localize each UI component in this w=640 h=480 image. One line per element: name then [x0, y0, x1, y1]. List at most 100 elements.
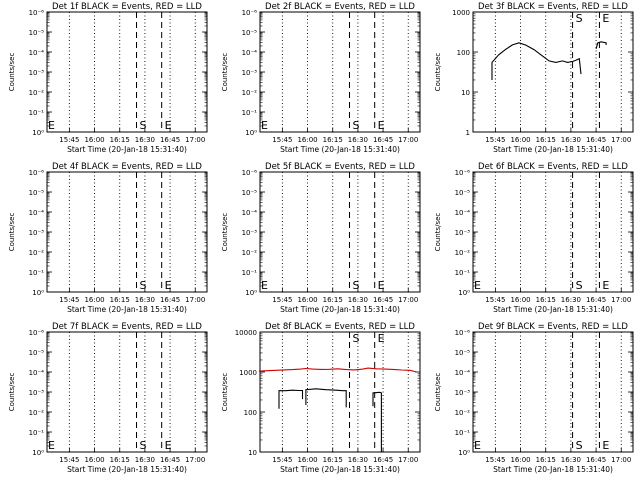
plot-frame — [472, 11, 634, 133]
x-axis-label: Start Time (20-Jan-18 15:31:40) — [67, 305, 187, 314]
y-tick-label: 10⁰ — [458, 449, 470, 457]
x-tick-label: 16:00 — [297, 456, 317, 464]
x-tick-label: 16:15 — [323, 456, 343, 464]
panel-title: Det 4f BLACK = Events, RED = LLD — [52, 162, 202, 172]
panel-9f: Det 9f BLACK = Events, RED = LLD 15:45 16:… — [434, 322, 634, 474]
y-tick-label: 10⁻¹ — [242, 109, 258, 117]
y-tick-label: 10⁻¹ — [29, 269, 45, 277]
y-tick-label: 10⁻² — [242, 89, 258, 97]
y-tick-label: 10⁻³ — [242, 69, 258, 77]
panel-2f: Det 2f BLACK = Events, RED = LLD 15:45 16:… — [221, 2, 421, 154]
plot-frame — [46, 171, 208, 293]
marker-label-s: S — [140, 119, 147, 132]
marker-label-e: E — [261, 279, 268, 292]
series-0-segment-0 — [258, 367, 417, 373]
y-tick-label: 10⁻³ — [455, 229, 471, 237]
panel-5f: Det 5f BLACK = Events, RED = LLD 15:45 16:… — [221, 162, 421, 314]
y-tick-label: 100 — [244, 409, 257, 417]
marker-label-e: E — [261, 119, 268, 132]
x-axis-label: Start Time (20-Jan-18 15:31:40) — [493, 145, 613, 154]
x-tick-label: 16:30 — [135, 456, 155, 464]
y-tick-label: 10⁻⁴ — [29, 369, 45, 377]
plot-frame — [259, 331, 421, 453]
y-tick-label: 10⁰ — [32, 289, 44, 297]
marker-label-e: E — [48, 439, 55, 452]
y-tick-label: 10⁻⁴ — [242, 209, 258, 217]
y-tick-label: 10⁻⁴ — [455, 369, 471, 377]
x-axis-label: Start Time (20-Jan-18 15:31:40) — [493, 465, 613, 474]
marker-label-s: S — [576, 439, 583, 452]
x-tick-label: 15:45 — [59, 456, 79, 464]
panel-title: Det 1f BLACK = Events, RED = LLD — [52, 2, 202, 12]
marker-label-e: E — [165, 439, 172, 452]
series-0-segment-0 — [491, 42, 582, 80]
x-axis-label: Start Time (20-Jan-18 15:31:40) — [493, 305, 613, 314]
x-tick-label: 15:45 — [485, 296, 505, 304]
y-tick-label: 10⁻² — [29, 249, 45, 257]
panel-title: Det 7f BLACK = Events, RED = LLD — [52, 322, 202, 332]
y-axis-label: Counts/sec — [434, 373, 442, 412]
x-tick-label: 16:00 — [510, 456, 530, 464]
y-axis-label: Counts/sec — [8, 373, 16, 412]
plot-frame — [259, 11, 421, 133]
y-tick-label: 10 — [461, 89, 470, 97]
y-tick-label: 10⁻⁶ — [242, 9, 258, 17]
x-axis-label: Start Time (20-Jan-18 15:31:40) — [280, 465, 400, 474]
panel-6f: Det 6f BLACK = Events, RED = LLD 15:45 16:… — [434, 162, 634, 314]
marker-label-e: E — [474, 439, 481, 452]
x-tick-label: 16:45 — [373, 136, 393, 144]
y-tick-label: 10⁻⁵ — [455, 189, 471, 197]
x-tick-label: 16:00 — [510, 296, 530, 304]
y-tick-label: 10⁻⁶ — [242, 169, 258, 177]
x-tick-label: 15:45 — [59, 136, 79, 144]
panel-title: Det 3f BLACK = Events, RED = LLD — [478, 2, 628, 12]
x-tick-label: 16:30 — [561, 136, 581, 144]
y-tick-label: 10⁻⁵ — [29, 189, 45, 197]
marker-label-s: S — [353, 332, 360, 345]
x-tick-label: 16:30 — [348, 296, 368, 304]
x-tick-label: 16:15 — [110, 296, 130, 304]
x-tick-label: 16:00 — [510, 136, 530, 144]
y-tick-label: 10⁻⁶ — [29, 329, 45, 337]
x-tick-label: 17:00 — [185, 296, 205, 304]
x-tick-label: 17:00 — [185, 136, 205, 144]
marker-label-e: E — [165, 279, 172, 292]
marker-label-e: E — [474, 279, 481, 292]
y-tick-label: 10⁻¹ — [29, 429, 45, 437]
x-tick-label: 15:45 — [485, 456, 505, 464]
x-tick-label: 17:00 — [398, 296, 418, 304]
y-tick-label: 10⁻² — [29, 89, 45, 97]
y-tick-label: 10⁻⁴ — [455, 209, 471, 217]
x-tick-label: 17:00 — [398, 136, 418, 144]
x-axis-label: Start Time (20-Jan-18 15:31:40) — [67, 465, 187, 474]
y-tick-label: 10⁰ — [32, 449, 44, 457]
x-tick-label: 16:15 — [323, 136, 343, 144]
y-tick-label: 10⁻³ — [29, 229, 45, 237]
y-tick-label: 10⁻⁶ — [29, 169, 45, 177]
x-tick-label: 17:00 — [611, 296, 631, 304]
x-tick-label: 15:45 — [59, 296, 79, 304]
x-tick-label: 16:15 — [323, 296, 343, 304]
y-axis-label: Counts/sec — [8, 213, 16, 252]
x-tick-label: 17:00 — [611, 136, 631, 144]
y-tick-label: 1000 — [452, 9, 470, 17]
series-1-segment-1 — [305, 388, 347, 408]
marker-label-e: E — [48, 119, 55, 132]
x-tick-label: 16:45 — [160, 456, 180, 464]
x-tick-label: 17:00 — [611, 456, 631, 464]
x-tick-label: 16:00 — [297, 296, 317, 304]
y-tick-label: 10⁻⁴ — [29, 209, 45, 217]
panel-7f: Det 7f BLACK = Events, RED = LLD 15:45 16:… — [8, 322, 208, 474]
x-tick-label: 16:00 — [84, 136, 104, 144]
marker-label-s: S — [576, 12, 583, 25]
y-tick-label: 10 — [248, 449, 257, 457]
x-tick-label: 15:45 — [272, 456, 292, 464]
y-tick-label: 10⁻⁵ — [29, 349, 45, 357]
x-tick-label: 16:30 — [561, 296, 581, 304]
y-tick-label: 10⁰ — [32, 129, 44, 137]
marker-label-s: S — [353, 279, 360, 292]
x-tick-label: 16:00 — [84, 456, 104, 464]
y-tick-label: 10000 — [235, 329, 257, 337]
x-tick-label: 16:45 — [586, 296, 606, 304]
marker-label-e: E — [602, 439, 609, 452]
